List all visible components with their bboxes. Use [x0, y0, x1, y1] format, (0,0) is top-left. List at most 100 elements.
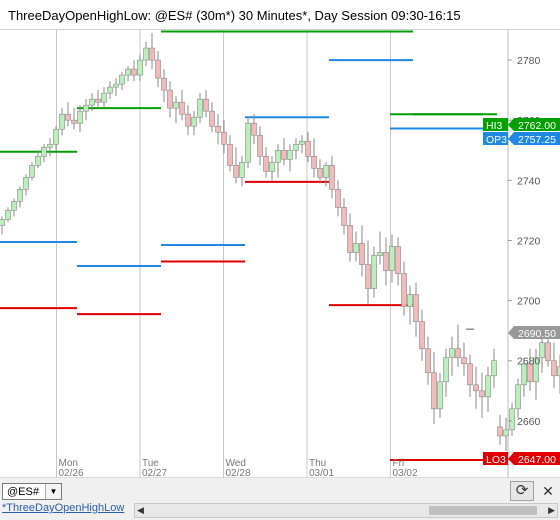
- candle-body: [335, 189, 341, 208]
- candle: [497, 414, 503, 445]
- candle: [419, 309, 425, 361]
- candle-body: [413, 294, 419, 322]
- candle-body: [35, 155, 41, 166]
- candle-body: [323, 165, 329, 178]
- candle-body: [539, 342, 545, 359]
- day-label: Mon: [59, 458, 78, 469]
- candle: [17, 186, 23, 208]
- candle: [455, 324, 461, 367]
- candle: [119, 72, 125, 91]
- candle-body: [461, 357, 467, 365]
- arrow-right-icon[interactable]: ▶: [548, 505, 555, 515]
- candle-body: [449, 348, 455, 359]
- candle: [131, 60, 137, 82]
- price-tick-label: 2700: [517, 296, 541, 308]
- level-tag-op3-name: OP3: [486, 134, 507, 146]
- analysis-tab[interactable]: *ThreeDayOpenHighLow: [2, 502, 125, 514]
- candle: [125, 66, 131, 82]
- candle: [89, 93, 95, 112]
- candle: [71, 108, 77, 130]
- candle-body: [347, 225, 353, 253]
- candle: [383, 237, 389, 286]
- candle: [191, 111, 197, 136]
- candle-body: [203, 98, 209, 112]
- candle: [323, 162, 329, 187]
- level-tag-lo3-value-box: [508, 452, 560, 465]
- last-price-tag-value-box: [508, 326, 560, 339]
- candle-body: [251, 122, 257, 136]
- candle-body: [5, 210, 11, 220]
- candle: [341, 198, 347, 235]
- candle: [95, 90, 101, 109]
- candle-body: [293, 143, 299, 151]
- candle: [203, 90, 209, 118]
- level-tag-lo3-value: 2647.00: [518, 454, 556, 466]
- candle-body: [485, 375, 491, 398]
- candle: [245, 117, 251, 169]
- candle: [461, 342, 467, 376]
- candle-body: [41, 146, 47, 157]
- candle: [401, 261, 407, 316]
- candle-body: [431, 372, 437, 410]
- candle: [47, 138, 53, 157]
- scrollbar-thumb[interactable]: [429, 506, 537, 515]
- candle: [239, 156, 245, 187]
- candle-body: [527, 363, 533, 383]
- candle: [233, 147, 239, 184]
- candle-body: [383, 252, 389, 271]
- candle: [443, 348, 449, 397]
- candle-body: [95, 98, 101, 103]
- candle-body: [17, 189, 23, 202]
- day-label: Tue: [142, 458, 159, 469]
- candle: [515, 378, 521, 418]
- candle-body: [53, 128, 59, 145]
- candle-body: [155, 59, 161, 79]
- candle: [29, 162, 35, 181]
- candle: [179, 90, 185, 121]
- candle-body: [263, 155, 269, 172]
- level-tag-lo3: LO3 2647.00: [483, 452, 560, 466]
- date-label: 02/27: [142, 468, 167, 479]
- symbol-select[interactable]: @ES# ▼: [2, 483, 62, 500]
- candle: [305, 132, 311, 163]
- candle-body: [389, 246, 395, 271]
- candle-body: [179, 101, 185, 115]
- candle: [449, 336, 455, 376]
- candle: [299, 135, 305, 154]
- candle: [0, 216, 5, 235]
- candle-body: [161, 77, 167, 91]
- arrow-left-icon[interactable]: ◀: [137, 505, 144, 515]
- candle-body: [77, 110, 83, 124]
- level-tag-hi3-value-box: [508, 118, 560, 131]
- candle-body: [233, 165, 239, 178]
- candle: [473, 366, 479, 409]
- horizontal-scrollbar[interactable]: ◀ ▶: [134, 503, 558, 518]
- candle-body: [281, 149, 287, 160]
- last-price-tag: 2690.50: [508, 326, 560, 340]
- candle-body: [419, 321, 425, 350]
- close-icon[interactable]: ✕: [542, 483, 554, 499]
- candle-body: [407, 294, 413, 307]
- candle-body: [275, 149, 281, 163]
- chevron-down-icon[interactable]: ▼: [45, 484, 61, 499]
- candle: [311, 138, 317, 178]
- candle: [221, 120, 227, 154]
- candle: [353, 231, 359, 262]
- candle-body: [395, 246, 401, 274]
- candle-body: [65, 113, 71, 121]
- candle: [545, 333, 551, 367]
- candle: [437, 372, 443, 418]
- candle: [77, 105, 83, 133]
- candle: [527, 348, 533, 391]
- candle: [329, 156, 335, 199]
- level-tag-op3-name-box: [483, 132, 508, 145]
- candle: [161, 69, 167, 103]
- candle-body: [317, 168, 323, 178]
- candle: [539, 336, 545, 373]
- price-tick-label: 2680: [517, 356, 541, 368]
- candle-body: [149, 47, 155, 61]
- candle-body: [173, 101, 179, 109]
- last-price-tag-value: 2690.50: [518, 328, 556, 340]
- refresh-icon[interactable]: ⟳: [510, 481, 534, 501]
